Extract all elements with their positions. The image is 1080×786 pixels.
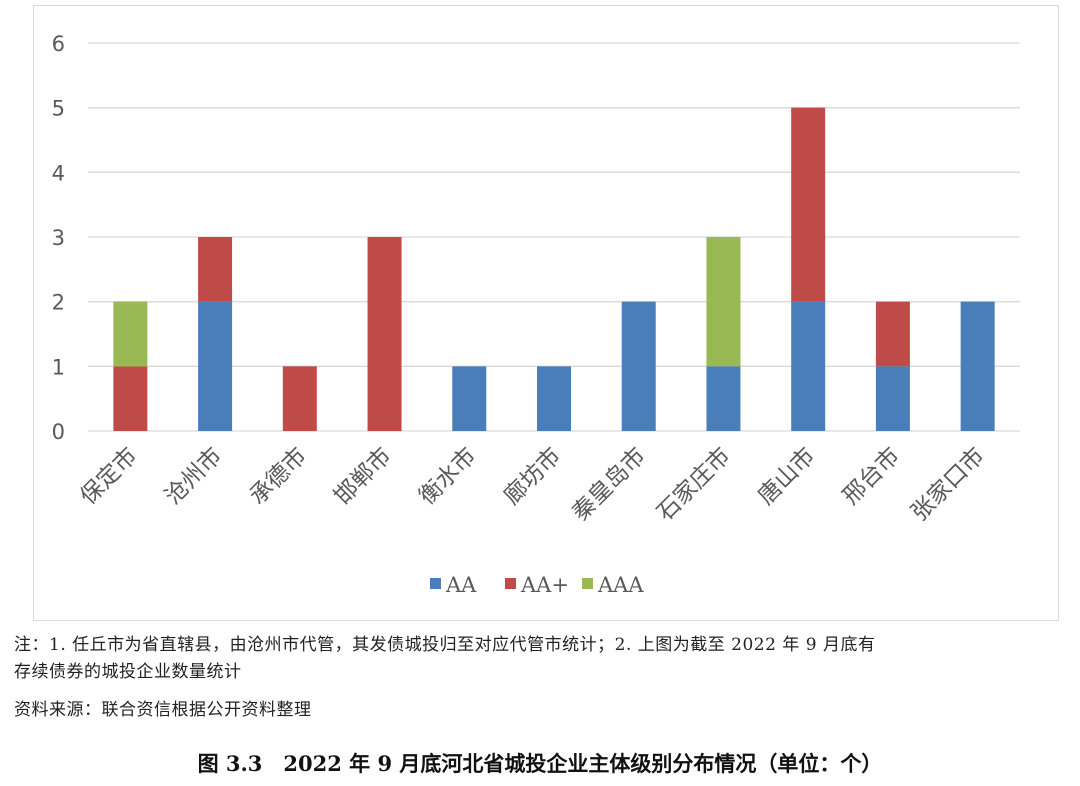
y-tick-label: 2: [52, 291, 65, 315]
bar-segment: [706, 237, 741, 367]
legend-swatch: [582, 578, 593, 589]
y-tick-label: 0: [52, 420, 65, 444]
x-category-label: 邯郸市: [330, 443, 397, 510]
bar-segment: [537, 366, 571, 431]
bar-segment: [452, 366, 487, 431]
y-tick-label: 1: [52, 355, 65, 379]
bar-segment: [791, 301, 826, 431]
bar-segment: [113, 366, 148, 431]
source-note: 资料来源：联合资信根据公开资料整理: [14, 700, 312, 720]
bar-segment: [198, 301, 233, 431]
x-category-label: 保定市: [75, 443, 142, 510]
legend-label: AA: [445, 573, 477, 597]
legend-label: AA+: [520, 573, 569, 597]
bar-segment: [367, 237, 402, 431]
bar-segment: [960, 301, 995, 431]
y-tick-label: 5: [52, 97, 65, 121]
y-tick-label: 6: [52, 32, 65, 56]
y-tick-label: 3: [52, 226, 65, 250]
x-category-label: 沧州市: [160, 443, 227, 510]
x-category-label: 唐山市: [753, 443, 820, 510]
x-category-label: 邢台市: [838, 443, 905, 510]
bar-segment: [875, 301, 910, 367]
x-category-label: 石家庄市: [652, 443, 735, 526]
x-category-label: 承德市: [245, 443, 312, 510]
bar-segment: [621, 301, 656, 431]
bar-segment: [113, 301, 148, 367]
bar-segment: [706, 366, 741, 431]
bar-segment: [198, 237, 233, 302]
legend-swatch: [430, 578, 441, 589]
figure-caption: 图 3.3 2022 年 9 月底河北省城投企业主体级别分布情况（单位：个）: [197, 751, 883, 776]
x-category-label: 张家口市: [906, 443, 989, 526]
footnote-line-1: 注：1. 任丘市为省直辖县，由沧州市代管，其发债城投归至对应代管市统计；2. 上…: [14, 635, 876, 655]
bar-segment: [791, 107, 826, 302]
bar-segment: [282, 366, 317, 431]
x-category-label: 廊坊市: [499, 443, 566, 510]
stacked-bar-chart: 0 1 2 3 4 5 6 保定市 沧州市 承德市 邯郸市 衡水市 廊坊市 秦皇岛市 石家庄市 唐山市 邢台市张…: [52, 32, 1020, 597]
x-category-label: 衡水市: [414, 443, 481, 510]
footnote-line-2: 存续债券的城投企业数量统计: [14, 662, 242, 682]
x-category-label: 秦皇岛市: [568, 443, 651, 526]
bar-segment: [875, 366, 910, 431]
legend-label: AAA: [597, 573, 644, 597]
y-tick-label: 4: [52, 161, 65, 185]
legend-swatch: [505, 578, 516, 589]
